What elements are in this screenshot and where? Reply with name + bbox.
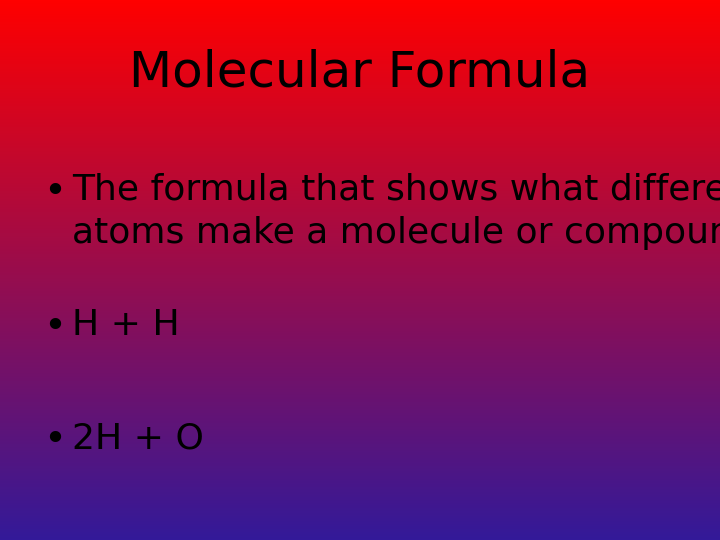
Text: •: • bbox=[43, 173, 66, 211]
Text: •: • bbox=[43, 308, 66, 346]
Text: 2H + O: 2H + O bbox=[72, 421, 204, 455]
Text: The formula that shows what different
atoms make a molecule or compound: The formula that shows what different at… bbox=[72, 173, 720, 250]
Text: •: • bbox=[43, 421, 66, 459]
Text: H + H: H + H bbox=[72, 308, 179, 342]
Text: Molecular Formula: Molecular Formula bbox=[130, 49, 590, 97]
